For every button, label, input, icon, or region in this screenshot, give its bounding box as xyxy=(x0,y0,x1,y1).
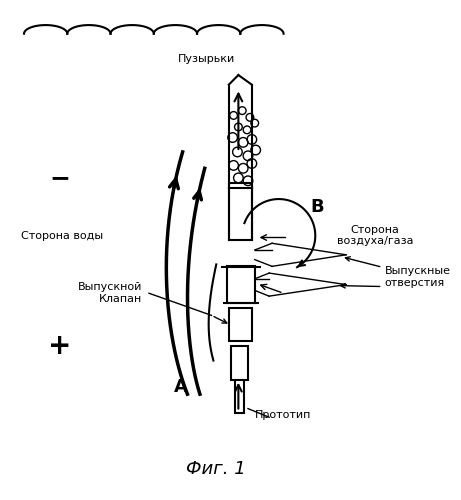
Text: A: A xyxy=(174,378,188,396)
Text: Сторона воды: Сторона воды xyxy=(21,230,104,240)
Bar xyxy=(227,266,255,303)
Text: Выпускные
отверстия: Выпускные отверстия xyxy=(384,266,450,287)
Text: +: + xyxy=(48,332,71,360)
Text: B: B xyxy=(310,198,324,216)
Text: Прототип: Прототип xyxy=(255,410,312,420)
Bar xyxy=(230,346,248,380)
Text: −: − xyxy=(49,166,70,190)
Text: Сторона
воздуха/газа: Сторона воздуха/газа xyxy=(337,225,413,246)
Text: Фиг. 1: Фиг. 1 xyxy=(186,460,246,478)
Bar xyxy=(229,308,252,342)
Text: Пузырьки: Пузырьки xyxy=(178,54,235,64)
Bar xyxy=(229,182,252,240)
Bar xyxy=(235,366,244,414)
Text: Выпускной
Клапан: Выпускной Клапан xyxy=(78,282,142,304)
